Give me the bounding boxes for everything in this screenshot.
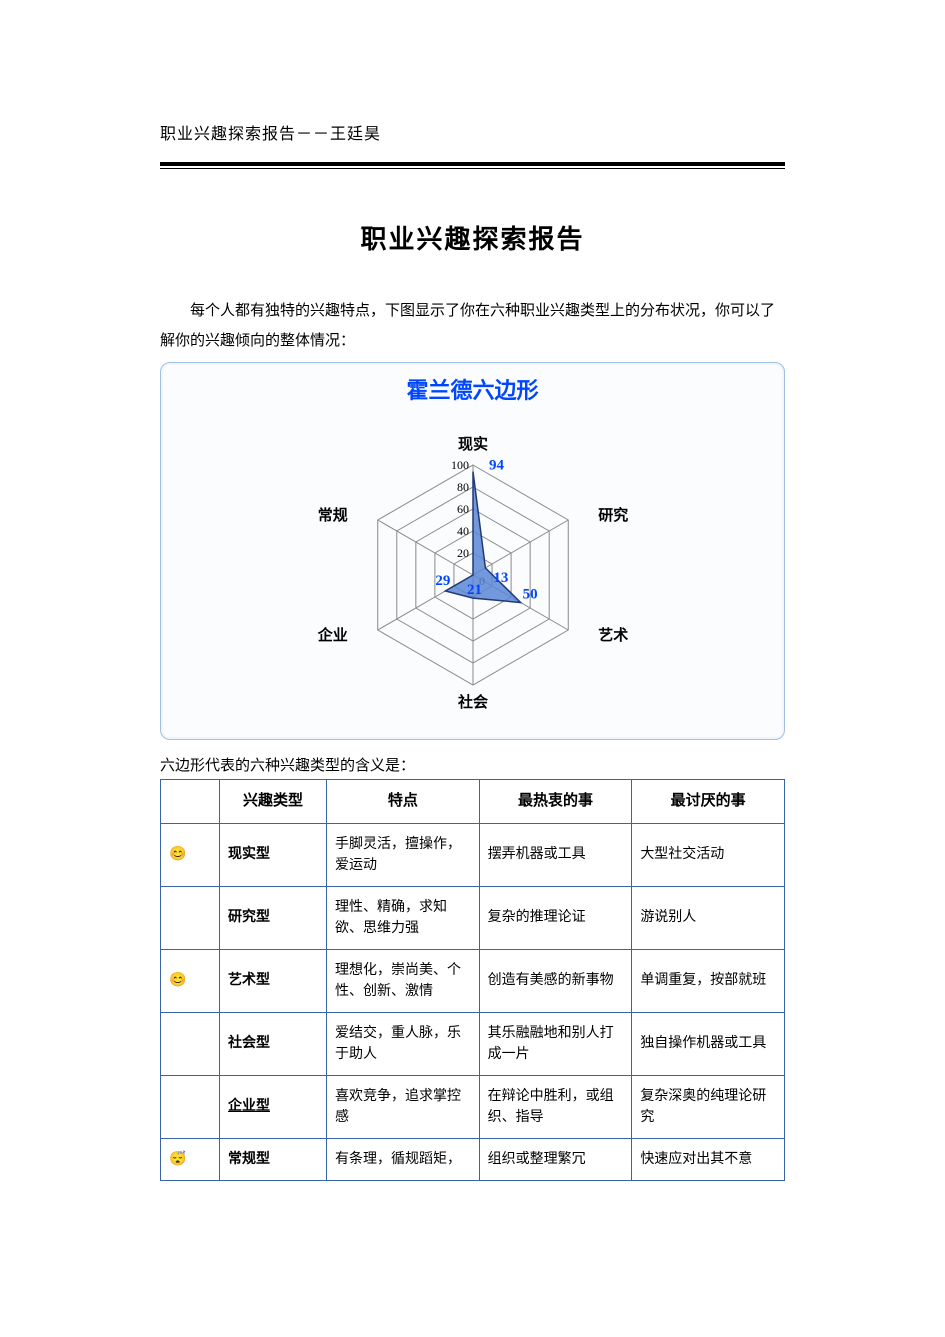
table-header-emoji: [161, 780, 220, 824]
svg-text:研究: 研究: [598, 506, 628, 524]
svg-text:现实: 现实: [457, 435, 487, 453]
table-header-love: 最热衷的事: [479, 780, 632, 824]
svg-text:40: 40: [457, 524, 469, 538]
cell-type: 艺术型: [220, 949, 327, 1012]
table-row: 研究型理性、精确，求知欲、思维力强复杂的推理论证游说别人: [161, 886, 785, 949]
emoji-icon: [161, 1012, 220, 1075]
radar-chart-svg: 204060801000现实研究艺术社会企业常规9413502129: [193, 405, 753, 725]
header-rule-thick: [160, 162, 785, 166]
svg-text:94: 94: [489, 458, 505, 474]
document-page: 职业兴趣探索报告－－王廷昊 职业兴趣探索报告 每个人都有独特的兴趣特点，下图显示…: [0, 0, 945, 1337]
main-title: 职业兴趣探索报告: [160, 219, 785, 256]
table-header-feature: 特点: [327, 780, 480, 824]
cell-feature: 理性、精确，求知欲、思维力强: [327, 886, 480, 949]
cell-love: 组织或整理繁冗: [479, 1138, 632, 1180]
cell-hate: 单调重复，按部就班: [632, 949, 785, 1012]
cell-hate: 大型社交活动: [632, 823, 785, 886]
cell-hate: 游说别人: [632, 886, 785, 949]
cell-hate: 复杂深奥的纯理论研究: [632, 1075, 785, 1138]
cell-love: 其乐融融地和别人打成一片: [479, 1012, 632, 1075]
table-row: 社会型爱结交，重人脉，乐于助人其乐融融地和别人打成一片独自操作机器或工具: [161, 1012, 785, 1075]
table-row: 😴常规型有条理，循规蹈矩，组织或整理繁冗快速应对出其不意: [161, 1138, 785, 1180]
svg-text:80: 80: [457, 480, 469, 494]
intro-paragraph: 每个人都有独特的兴趣特点，下图显示了你在六种职业兴趣类型上的分布状况，你可以了解…: [160, 296, 785, 356]
svg-text:13: 13: [493, 570, 508, 586]
cell-love: 在辩论中胜利，或组织、指导: [479, 1075, 632, 1138]
emoji-icon: [161, 1075, 220, 1138]
table-header-hate: 最讨厌的事: [632, 780, 785, 824]
cell-type: 社会型: [220, 1012, 327, 1075]
cell-love: 创造有美感的新事物: [479, 949, 632, 1012]
cell-feature: 理想化，崇尚美、个性、创新、激情: [327, 949, 480, 1012]
cell-hate: 快速应对出其不意: [632, 1138, 785, 1180]
svg-text:60: 60: [457, 502, 469, 516]
table-row: 企业型喜欢竞争，追求掌控感在辩论中胜利，或组织、指导复杂深奥的纯理论研究: [161, 1075, 785, 1138]
header-rule-thin: [160, 168, 785, 169]
cell-feature: 手脚灵活，擅操作，爱运动: [327, 823, 480, 886]
cell-type: 现实型: [220, 823, 327, 886]
svg-text:社会: 社会: [456, 693, 487, 711]
interest-table: 兴趣类型 特点 最热衷的事 最讨厌的事 😊现实型手脚灵活，擅操作，爱运动摆弄机器…: [160, 779, 785, 1181]
table-row: 😊现实型手脚灵活，擅操作，爱运动摆弄机器或工具大型社交活动: [161, 823, 785, 886]
radar-chart-panel: 霍兰德六边形 204060801000现实研究艺术社会企业常规941350212…: [160, 362, 785, 740]
table-header-type: 兴趣类型: [220, 780, 327, 824]
cell-type: 企业型: [220, 1075, 327, 1138]
svg-text:21: 21: [467, 582, 482, 598]
cell-feature: 有条理，循规蹈矩，: [327, 1138, 480, 1180]
document-header: 职业兴趣探索报告－－王廷昊: [160, 120, 785, 144]
cell-love: 复杂的推理论证: [479, 886, 632, 949]
radar-chart-title: 霍兰德六边形: [161, 373, 784, 405]
table-caption: 六边形代表的六种兴趣类型的含义是：: [160, 754, 785, 775]
emoji-icon: 😊: [161, 823, 220, 886]
cell-hate: 独自操作机器或工具: [632, 1012, 785, 1075]
svg-text:29: 29: [435, 573, 450, 589]
emoji-icon: 😴: [161, 1138, 220, 1180]
emoji-icon: 😊: [161, 949, 220, 1012]
table-body: 😊现实型手脚灵活，擅操作，爱运动摆弄机器或工具大型社交活动研究型理性、精确，求知…: [161, 823, 785, 1180]
svg-text:常规: 常规: [317, 506, 347, 524]
svg-text:艺术: 艺术: [598, 626, 628, 644]
emoji-icon: [161, 886, 220, 949]
svg-text:50: 50: [522, 587, 537, 603]
svg-text:20: 20: [457, 546, 469, 560]
cell-type: 常规型: [220, 1138, 327, 1180]
table-header: 兴趣类型 特点 最热衷的事 最讨厌的事: [161, 780, 785, 824]
cell-feature: 喜欢竞争，追求掌控感: [327, 1075, 480, 1138]
cell-type: 研究型: [220, 886, 327, 949]
svg-text:100: 100: [451, 458, 469, 472]
table-row: 😊艺术型理想化，崇尚美、个性、创新、激情创造有美感的新事物单调重复，按部就班: [161, 949, 785, 1012]
svg-text:企业: 企业: [316, 626, 347, 644]
cell-feature: 爱结交，重人脉，乐于助人: [327, 1012, 480, 1075]
cell-love: 摆弄机器或工具: [479, 823, 632, 886]
